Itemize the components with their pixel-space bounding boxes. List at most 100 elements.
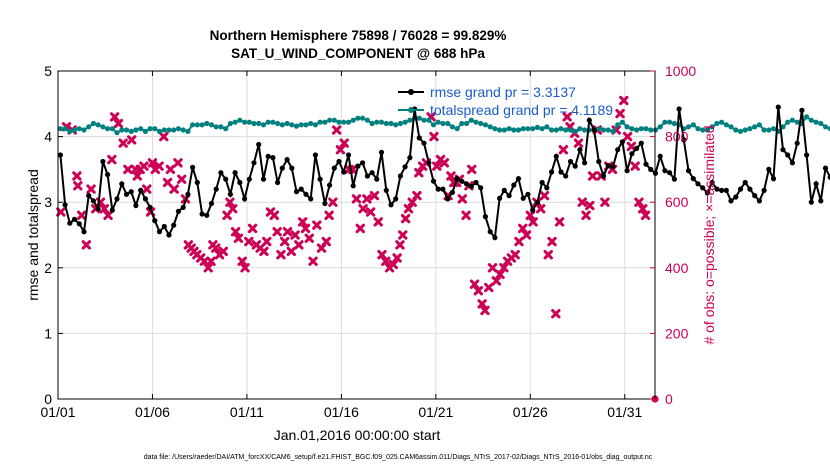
obs-assimilated-point: [480, 305, 490, 316]
obs-assimilated-point: [351, 194, 362, 204]
totalspread-point: [789, 117, 796, 123]
totalspread-point: [558, 126, 564, 132]
rmse-point: [506, 193, 512, 199]
y-tick-label-right: 200: [665, 325, 689, 341]
obs-assimilated-point: [211, 243, 221, 253]
obs-assimilated-point: [398, 230, 408, 240]
obs-assimilated-point: [539, 190, 550, 201]
totalspread-point: [194, 122, 200, 128]
rmse-point: [388, 202, 394, 208]
rmse-point: [733, 194, 739, 200]
rmse-point: [374, 176, 380, 182]
totalspread-point: [360, 115, 366, 121]
totalspread-point: [407, 117, 413, 123]
rmse-point: [407, 155, 413, 161]
totalspread-point: [86, 124, 92, 130]
chart-title-line1: Northern Hemisphere 75898 / 76028 = 99.8…: [210, 28, 507, 43]
obs-assimilated-point: [536, 204, 546, 214]
rmse-point: [180, 204, 186, 210]
rmse-point: [194, 179, 200, 186]
totalspread-point: [232, 119, 238, 125]
rmse-point: [600, 173, 607, 179]
totalspread-point: [605, 127, 611, 133]
totalspread-point: [657, 124, 663, 130]
totalspread-point: [152, 126, 158, 132]
obs-assimilated-point: [373, 217, 383, 227]
rmse-point: [284, 157, 290, 163]
totalspread-point: [105, 126, 111, 132]
rmse-point: [530, 207, 536, 213]
rmse-point: [289, 165, 295, 171]
rmse-point: [766, 166, 772, 172]
totalspread-point: [577, 126, 583, 132]
totalspread-point: [478, 120, 484, 127]
obs-assimilated-point: [118, 138, 128, 148]
obs-assimilated-point: [290, 230, 300, 240]
rmse-point: [152, 218, 158, 224]
obs-assimilated-point: [414, 167, 424, 178]
totalspread-point: [298, 122, 304, 128]
obs-assimilated-point: [412, 190, 422, 201]
rmse-point: [634, 145, 640, 151]
rmse-point: [685, 168, 692, 174]
obs-assimilated-point: [99, 204, 109, 214]
obs-assimilated-point: [73, 181, 83, 191]
rmse-point: [279, 165, 285, 171]
rmse-point: [827, 174, 830, 180]
totalspread-point: [463, 120, 470, 127]
data-file-footer: data file: /Users/raeder/DAI/ATM_forcXX/…: [144, 454, 653, 461]
rmse-point: [690, 176, 696, 182]
totalspread-point: [572, 128, 578, 134]
obs-assimilated-point: [169, 184, 179, 194]
obs-assimilated-point: [177, 174, 187, 184]
y-tick-label-right: 1000: [665, 63, 696, 79]
rmse-point: [147, 204, 153, 210]
obs-assimilated-point: [477, 299, 487, 309]
obs-assimilated-point: [369, 190, 380, 201]
obs-assimilated-point: [469, 279, 480, 289]
y-tick-label-left: 0: [44, 391, 52, 407]
obs-assimilated-point: [355, 223, 365, 234]
obs-assimilated-point: [518, 223, 528, 234]
obs-assimilated-point: [487, 263, 498, 273]
rmse-point: [719, 187, 725, 193]
totalspread-point: [714, 120, 720, 127]
x-tick-label: 01/16: [324, 404, 359, 420]
totalspread-point: [497, 127, 503, 133]
totalspread-point: [690, 122, 696, 128]
totalspread-point: [327, 117, 333, 123]
totalspread-point: [133, 127, 139, 133]
totalspread-point: [539, 126, 545, 132]
rmse-point: [440, 186, 446, 192]
totalspread-point: [208, 122, 215, 128]
totalspread-point: [246, 119, 252, 125]
totalspread-point: [270, 119, 276, 125]
totalspread-point: [213, 124, 219, 130]
obs-assimilated-point: [203, 263, 213, 273]
rmse-point: [567, 158, 574, 165]
rmse-point: [723, 187, 729, 193]
rmse-point: [378, 149, 385, 155]
obs-assimilated-point: [581, 210, 591, 221]
totalspread-point: [619, 119, 626, 125]
rmse-point: [662, 168, 668, 174]
rmse-point: [426, 160, 432, 166]
totalspread-point: [345, 119, 352, 125]
rmse-point: [813, 181, 819, 187]
rmse-point: [256, 141, 262, 148]
rmse-point: [237, 179, 243, 186]
obs-assimilated-point: [638, 204, 648, 214]
obs-assimilated-point: [165, 164, 176, 175]
rmse-point: [752, 193, 758, 199]
obs-assimilated-point: [499, 263, 509, 273]
rmse-point: [175, 208, 181, 214]
obs-assimilated-point: [276, 249, 286, 260]
obs-assimilated-point: [282, 227, 293, 237]
obs-assimilated-point: [237, 256, 247, 266]
totalspread-point: [804, 114, 810, 120]
totalspread-point: [487, 124, 493, 130]
obs-assimilated-point: [640, 210, 651, 221]
obs-assimilated-point: [244, 236, 254, 247]
totalspread-point: [728, 124, 734, 130]
